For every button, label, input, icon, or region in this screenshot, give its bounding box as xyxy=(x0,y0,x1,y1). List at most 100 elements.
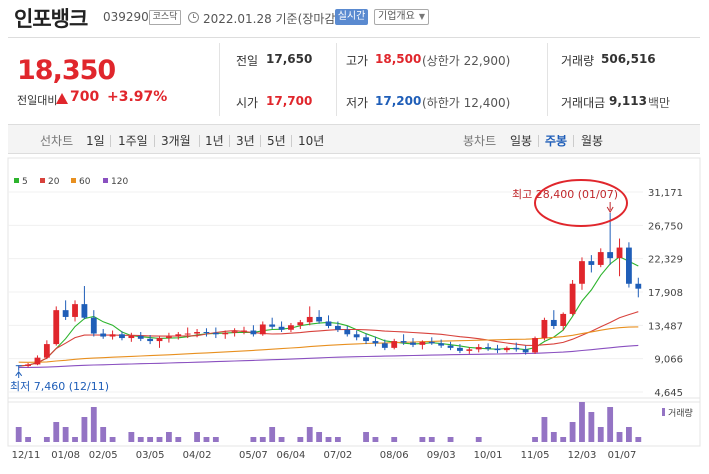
candle xyxy=(241,330,247,332)
candle xyxy=(43,344,50,358)
volume-bar xyxy=(607,407,614,442)
low-value: 17,200 xyxy=(375,94,422,108)
company-overview-label: 기업개요 xyxy=(378,11,415,22)
y-tick-label: 13,487 xyxy=(648,321,683,332)
candle xyxy=(212,332,219,335)
volume-label: 거래량 xyxy=(561,54,595,68)
stock-name[interactable]: 인포뱅크 xyxy=(14,7,88,31)
candle xyxy=(334,325,341,330)
candle xyxy=(288,325,294,330)
x-tick-label: 11/05 xyxy=(521,450,550,461)
candle xyxy=(419,341,426,345)
stock-code: 039290 xyxy=(103,10,149,24)
candle xyxy=(278,326,285,330)
candle xyxy=(53,310,60,345)
tab-daily[interactable]: 일봉 xyxy=(510,134,533,148)
x-tick-label: 07/02 xyxy=(323,450,352,461)
candle xyxy=(626,247,632,284)
candle xyxy=(344,329,351,335)
x-tick-label: 01/08 xyxy=(51,450,80,461)
volume-bar xyxy=(579,402,585,442)
volume-bar xyxy=(15,427,22,442)
amount-label: 거래대금 xyxy=(561,96,606,110)
candle xyxy=(466,349,473,351)
candle xyxy=(363,337,369,342)
chart-frame xyxy=(7,157,701,403)
ma120-swatch xyxy=(103,178,108,183)
candle xyxy=(541,319,548,339)
candle xyxy=(184,333,191,335)
candle xyxy=(428,341,435,344)
candle xyxy=(494,348,501,351)
volume-bar xyxy=(447,437,454,442)
volume-bar xyxy=(203,437,210,442)
candle xyxy=(447,345,454,348)
volume-bar xyxy=(635,437,642,442)
volume-bar xyxy=(43,437,50,442)
divider xyxy=(547,43,548,116)
candle xyxy=(100,333,107,337)
volume-bar xyxy=(372,437,379,442)
volume-legend-label: 거래량 xyxy=(668,407,693,419)
volume-bar xyxy=(334,437,341,442)
clock-icon xyxy=(188,12,199,23)
company-overview-button[interactable]: 기업개요 ▼ xyxy=(374,9,429,25)
candle xyxy=(34,357,41,365)
price-change-percent: +3.97% xyxy=(107,89,168,105)
tab-monthly[interactable]: 월봉 xyxy=(581,134,604,148)
x-tick-label: 10/01 xyxy=(474,450,503,461)
candle xyxy=(109,334,116,337)
volume-bar xyxy=(147,437,154,442)
chevron-down-icon: ▼ xyxy=(418,12,425,21)
volume-bar xyxy=(597,427,604,442)
tab-3months[interactable]: 3개월 xyxy=(161,134,191,148)
tab-5years[interactable]: 5년 xyxy=(267,134,286,148)
candle xyxy=(607,252,614,259)
candle xyxy=(297,322,304,326)
open-label: 시가 xyxy=(236,96,259,110)
legend-ma120: 120 xyxy=(103,177,128,187)
tab-10years[interactable]: 10년 xyxy=(298,134,325,148)
divider xyxy=(336,43,337,116)
price-change: 700 xyxy=(70,89,100,105)
as-of-date: 2022.01.28 기준(장마감) xyxy=(203,12,341,26)
volume-bar xyxy=(306,427,313,442)
candle xyxy=(381,343,388,348)
tab-1year[interactable]: 1년 xyxy=(205,134,224,148)
x-tick-label: 03/05 xyxy=(136,450,165,461)
tab-1day[interactable]: 1일 xyxy=(86,134,105,148)
volume-bar xyxy=(156,437,163,442)
tab-weekly[interactable]: 주봉 xyxy=(545,134,568,148)
x-tick-label: 09/03 xyxy=(427,450,456,461)
y-tick-label: 4,645 xyxy=(654,388,683,399)
volume-bar xyxy=(532,437,538,442)
y-tick-label: 31,171 xyxy=(648,188,683,199)
candle xyxy=(250,330,257,335)
tab-1week[interactable]: 1주일 xyxy=(118,134,148,148)
candle xyxy=(438,343,445,346)
tab-3years[interactable]: 3년 xyxy=(236,134,255,148)
ma20-swatch xyxy=(40,178,45,183)
current-price: 18,350 xyxy=(17,55,116,86)
legend-ma20: 20 xyxy=(40,177,59,187)
candle xyxy=(372,341,379,344)
candle xyxy=(15,365,22,367)
candle xyxy=(410,342,416,345)
candle xyxy=(635,283,642,289)
candle xyxy=(175,334,182,337)
volume-bar xyxy=(428,437,435,442)
volume-bar xyxy=(250,437,257,442)
candle xyxy=(72,304,78,317)
x-tick-label: 06/04 xyxy=(277,450,306,461)
candle xyxy=(25,364,31,366)
realtime-button[interactable]: 실시간 xyxy=(335,9,368,25)
volume-bar xyxy=(560,437,567,442)
upper-limit: (상한가 22,900) xyxy=(422,54,511,68)
candle xyxy=(457,347,463,351)
y-tick-label: 17,908 xyxy=(648,288,683,299)
candle xyxy=(475,347,482,350)
x-tick-label: 12/11 xyxy=(12,450,41,461)
volume-bar xyxy=(569,422,576,442)
